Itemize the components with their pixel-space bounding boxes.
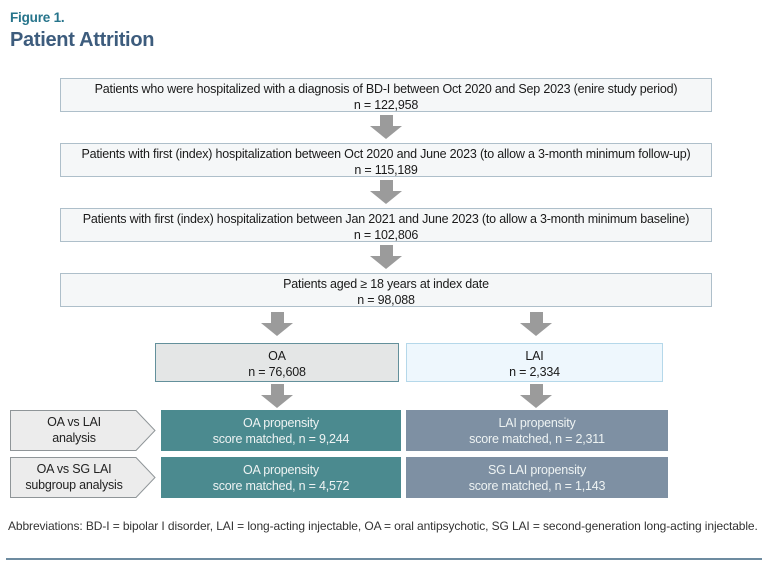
lai-cohort-box: LAI n = 2,334 bbox=[406, 343, 663, 382]
match-line2: score matched, n = 1,143 bbox=[468, 479, 606, 494]
pentagon-tag-icon bbox=[10, 410, 156, 451]
flow-step-text: Patients with first (index) hospitalizat… bbox=[82, 212, 690, 226]
tag-line1: OA vs SG LAI bbox=[36, 461, 112, 476]
oa-matched-box: OA propensity score matched, n = 4,572 bbox=[161, 457, 401, 498]
match-line1: LAI propensity bbox=[498, 416, 576, 430]
match-line1: OA propensity bbox=[243, 463, 319, 477]
flow-step-index-baseline: Patients with first (index) hospitalizat… bbox=[60, 208, 712, 242]
sg-lai-matched-box: SG LAI propensity score matched, n = 1,1… bbox=[406, 457, 668, 498]
flow-step-n: n = 115,189 bbox=[354, 163, 418, 177]
down-arrow-icon bbox=[370, 245, 402, 269]
flow-step-n: n = 98,088 bbox=[357, 293, 415, 307]
lai-n: n = 2,334 bbox=[509, 365, 560, 380]
analysis-row-oa-vs-sg-lai: OA vs SG LAI subgroup analysis OA propen… bbox=[10, 457, 668, 498]
analysis-tag: OA vs SG LAI subgroup analysis bbox=[10, 457, 156, 498]
flow-step-text: Patients aged ≥ 18 years at index date bbox=[283, 277, 489, 291]
match-arrows bbox=[0, 381, 768, 411]
flow-step-n: n = 122,958 bbox=[353, 98, 419, 112]
pentagon-tag-icon bbox=[10, 457, 156, 498]
split-arrows bbox=[0, 309, 768, 339]
figure-label: Figure 1. bbox=[10, 10, 65, 25]
flow-step-text: Patients who were hospitalized with a di… bbox=[94, 82, 678, 96]
cohort-split: OA n = 76,608 LAI n = 2,334 bbox=[155, 343, 663, 382]
attrition-flow: Patients who were hospitalized with a di… bbox=[60, 78, 712, 307]
tag-line2: subgroup analysis bbox=[25, 477, 123, 492]
down-arrow-icon bbox=[370, 180, 402, 204]
flow-step-age: Patients aged ≥ 18 years at index date n… bbox=[60, 273, 712, 307]
down-arrow-icon bbox=[520, 384, 552, 408]
oa-n: n = 76,608 bbox=[248, 365, 306, 380]
oa-label: OA bbox=[268, 349, 286, 363]
flow-step-study-period: Patients who were hospitalized with a di… bbox=[60, 78, 712, 112]
down-arrow-icon bbox=[520, 312, 552, 336]
match-line1: OA propensity bbox=[243, 416, 319, 430]
down-arrow-icon bbox=[261, 384, 293, 408]
flow-step-n: n = 102,806 bbox=[353, 228, 419, 242]
figure-header: Figure 1. Patient Attrition bbox=[10, 10, 154, 52]
flow-step-index-followup: Patients with first (index) hospitalizat… bbox=[60, 143, 712, 177]
figure-title: Patient Attrition bbox=[10, 29, 155, 51]
match-line1: SG LAI propensity bbox=[487, 463, 587, 477]
match-line2: score matched, n = 9,244 bbox=[212, 432, 350, 447]
oa-cohort-box: OA n = 76,608 bbox=[155, 343, 399, 382]
down-arrow-icon bbox=[261, 312, 293, 336]
oa-matched-box: OA propensity score matched, n = 9,244 bbox=[161, 410, 401, 451]
bottom-divider bbox=[6, 558, 762, 560]
match-line2: score matched, n = 4,572 bbox=[212, 479, 350, 494]
lai-label: LAI bbox=[525, 349, 544, 363]
analysis-row-oa-vs-lai: OA vs LAI analysis OA propensity score m… bbox=[10, 410, 668, 451]
down-arrow-icon bbox=[370, 115, 402, 139]
match-line2: score matched, n = 2,311 bbox=[469, 432, 605, 447]
analysis-tag: OA vs LAI analysis bbox=[10, 410, 156, 451]
abbreviations-note: Abbreviations: BD-I = bipolar I disorder… bbox=[8, 519, 758, 533]
flow-step-text: Patients with first (index) hospitalizat… bbox=[81, 147, 691, 161]
lai-matched-box: LAI propensity score matched, n = 2,311 bbox=[406, 410, 668, 451]
tag-line1: OA vs LAI bbox=[47, 414, 101, 429]
tag-line2: analysis bbox=[52, 430, 96, 445]
